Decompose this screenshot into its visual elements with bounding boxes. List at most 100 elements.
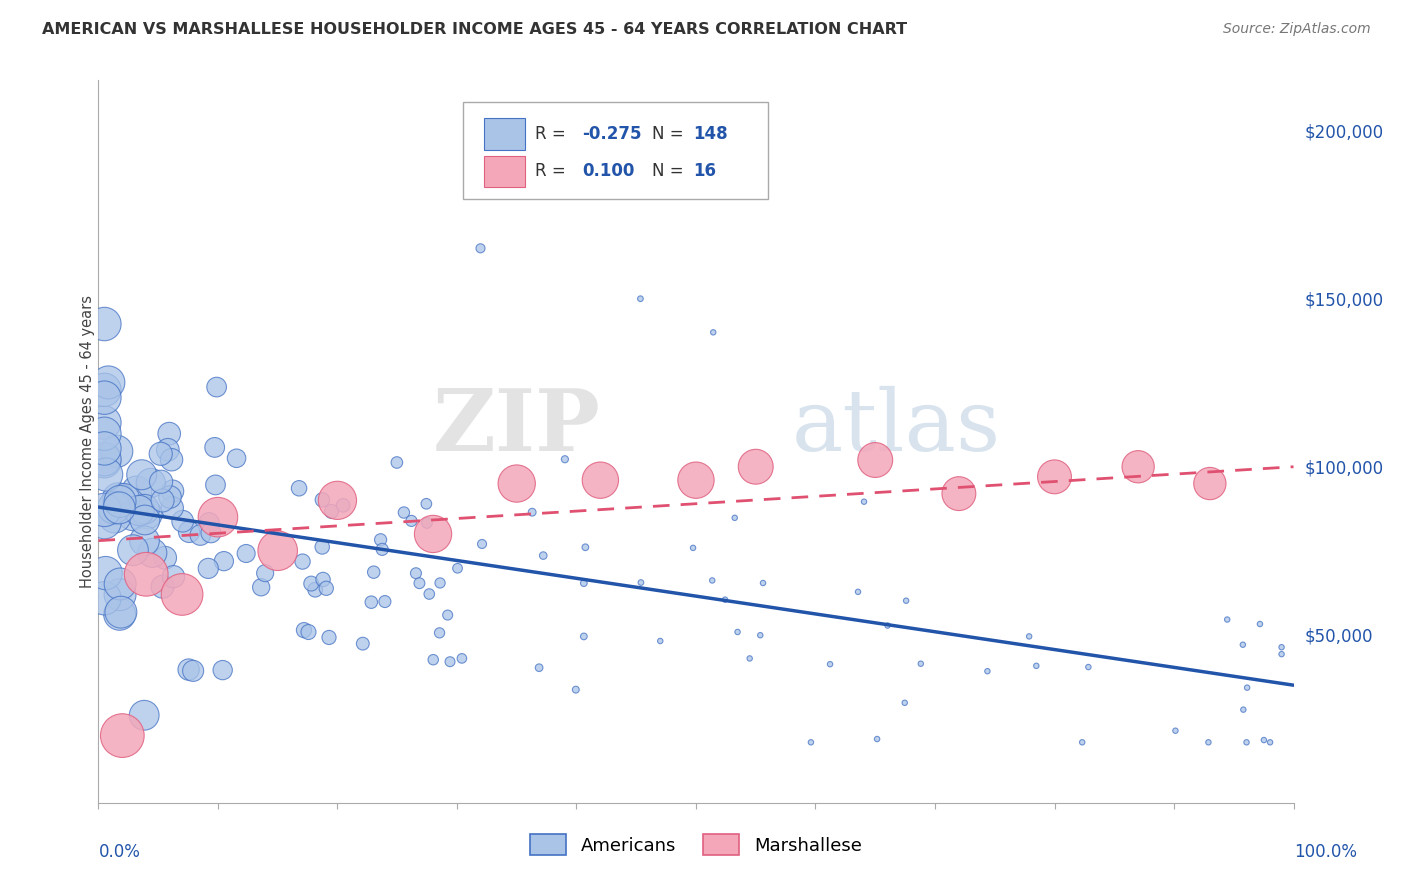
Point	[108, 588, 131, 602]
Point	[160, 500, 183, 515]
Point	[197, 561, 219, 575]
Point	[122, 508, 145, 523]
Point	[112, 492, 135, 507]
Point	[198, 516, 221, 530]
Point	[93, 452, 115, 467]
Point	[204, 478, 226, 492]
Point	[288, 481, 311, 495]
Point	[134, 533, 156, 548]
Point	[94, 566, 117, 580]
Point	[352, 637, 374, 651]
Point	[93, 515, 115, 529]
Point	[1197, 735, 1219, 749]
Point	[139, 475, 162, 490]
Point	[141, 546, 163, 560]
Point	[554, 452, 576, 467]
Point	[818, 657, 841, 672]
Point	[1043, 470, 1066, 484]
Point	[93, 426, 115, 441]
Point	[893, 696, 915, 710]
Point	[312, 573, 335, 587]
Point	[97, 376, 120, 390]
Point	[108, 494, 131, 508]
Point	[212, 554, 235, 568]
Point	[211, 663, 233, 677]
Point	[1128, 459, 1150, 474]
Point	[321, 504, 343, 518]
Point	[204, 441, 226, 455]
Point	[188, 528, 211, 542]
Point	[1216, 613, 1239, 627]
Point	[948, 486, 970, 500]
Point	[429, 625, 451, 640]
Point	[724, 511, 747, 525]
Point	[205, 380, 228, 394]
Point	[727, 624, 749, 639]
Point	[565, 682, 588, 697]
Point	[422, 527, 444, 541]
Point	[527, 661, 550, 675]
Point	[152, 580, 174, 594]
Point	[105, 444, 128, 458]
Point	[93, 503, 115, 517]
Point	[1164, 723, 1187, 738]
Point	[702, 574, 724, 588]
Point	[93, 591, 115, 606]
Point	[159, 490, 181, 504]
Point	[910, 657, 932, 671]
Point	[181, 664, 204, 678]
Point	[866, 732, 889, 747]
Point	[93, 317, 115, 331]
Point	[93, 383, 115, 397]
Point	[749, 628, 772, 642]
Text: 16: 16	[693, 162, 717, 180]
Text: Source: ZipAtlas.com: Source: ZipAtlas.com	[1223, 22, 1371, 37]
Point	[363, 565, 385, 579]
Point	[107, 491, 129, 506]
Point	[318, 631, 340, 645]
Point	[152, 493, 174, 508]
Point	[254, 566, 277, 581]
Point	[291, 555, 314, 569]
Point	[299, 576, 322, 591]
Point	[752, 576, 775, 591]
Point	[506, 476, 529, 491]
Point	[108, 607, 131, 622]
Point	[172, 587, 194, 601]
Point	[682, 541, 704, 555]
Text: atlas: atlas	[792, 385, 1001, 468]
Point	[470, 241, 492, 255]
Point	[160, 452, 183, 467]
Point	[520, 505, 543, 519]
Point	[104, 509, 127, 524]
Point	[1199, 476, 1222, 491]
Point	[1232, 638, 1254, 652]
Point	[714, 592, 737, 607]
Point	[135, 567, 157, 582]
Point	[103, 500, 125, 515]
Point	[177, 663, 200, 677]
Text: N =: N =	[652, 162, 689, 180]
Point	[416, 516, 439, 530]
Point	[446, 561, 468, 575]
Point	[846, 584, 869, 599]
Point	[408, 576, 430, 591]
Point	[134, 708, 156, 723]
Point	[745, 459, 768, 474]
Point	[392, 506, 415, 520]
Point	[1253, 733, 1275, 747]
Point	[93, 454, 115, 468]
Point	[415, 497, 437, 511]
Point	[531, 549, 554, 563]
Point	[436, 608, 458, 623]
Point	[360, 595, 382, 609]
Point	[315, 582, 337, 596]
Point	[429, 576, 451, 591]
Point	[162, 570, 184, 584]
Point	[297, 625, 319, 640]
Point	[200, 525, 222, 540]
Text: 0.100: 0.100	[582, 162, 636, 180]
Point	[894, 593, 917, 607]
Point	[304, 582, 326, 597]
Text: -0.275: -0.275	[582, 125, 643, 143]
